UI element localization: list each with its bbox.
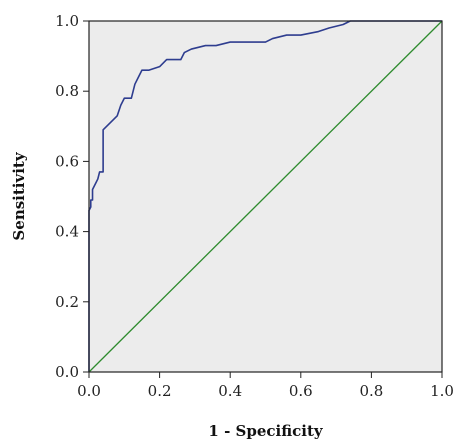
y-tick-label: 0.2 bbox=[55, 293, 79, 311]
x-tick-label: 0.2 bbox=[148, 382, 172, 400]
x-tick-label: 1.0 bbox=[430, 382, 454, 400]
y-tick-label: 0.8 bbox=[55, 82, 79, 100]
series-layer bbox=[88, 20, 443, 373]
plot-frame bbox=[88, 20, 443, 373]
x-tick-label: 0.8 bbox=[359, 382, 383, 400]
x-axis-ticks: 0.0 0.2 0.4 0.6 0.8 1.0 bbox=[77, 372, 454, 400]
y-axis-ticks: 0.0 0.2 0.4 0.6 0.8 1.0 bbox=[55, 12, 89, 381]
y-tick-label: 0.0 bbox=[55, 363, 79, 381]
reference-diagonal-line bbox=[88, 20, 443, 373]
x-tick-label: 0.0 bbox=[77, 382, 101, 400]
x-tick-label: 0.6 bbox=[289, 382, 313, 400]
y-tick-label: 1.0 bbox=[55, 12, 79, 30]
y-tick-label: 0.4 bbox=[55, 223, 79, 241]
y-tick-label: 0.6 bbox=[55, 152, 79, 170]
y-axis-title: Sensitivity bbox=[10, 151, 28, 240]
roc-curve-line bbox=[88, 20, 442, 372]
x-tick-label: 0.4 bbox=[218, 382, 242, 400]
x-axis-title: 1 - Specificity bbox=[208, 422, 323, 440]
